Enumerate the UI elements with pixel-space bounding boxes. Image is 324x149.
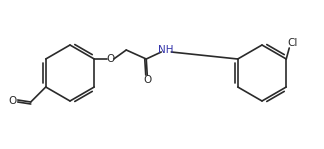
Text: Cl: Cl bbox=[287, 38, 297, 48]
Text: O: O bbox=[9, 96, 17, 106]
Text: O: O bbox=[143, 75, 151, 85]
Text: NH: NH bbox=[158, 45, 174, 55]
Text: O: O bbox=[106, 54, 114, 64]
